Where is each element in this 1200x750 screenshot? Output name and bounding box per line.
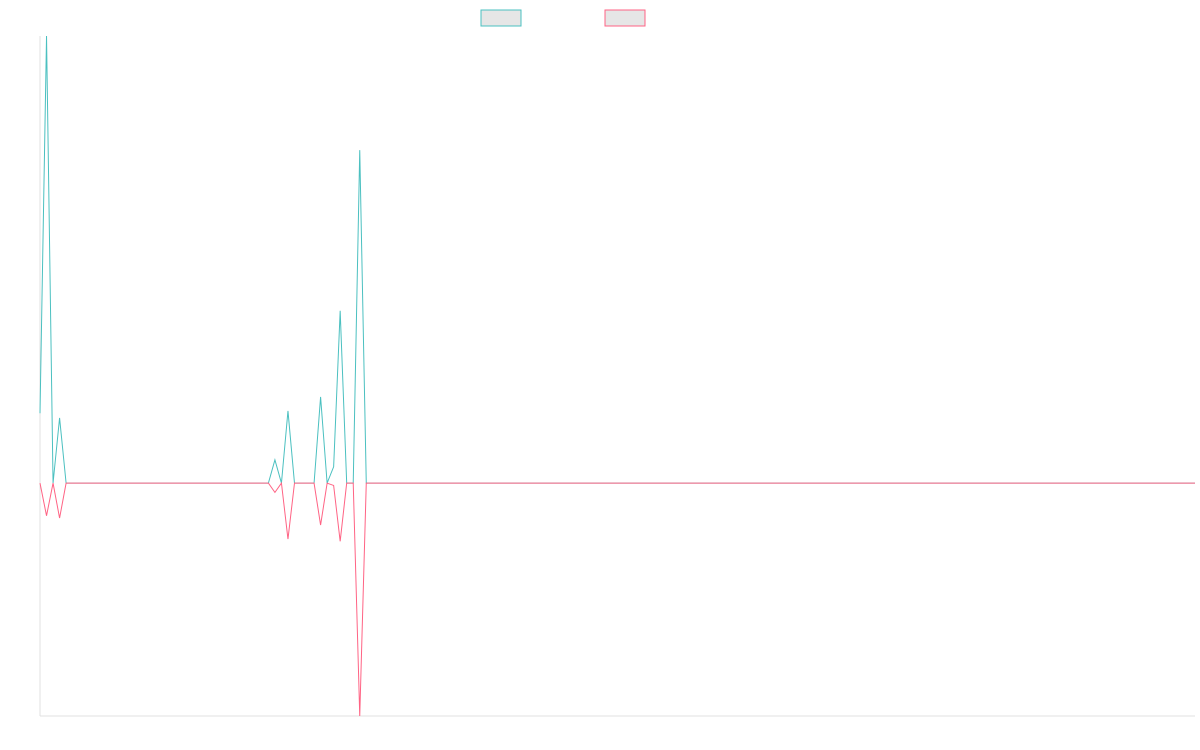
series-group: [39, 35, 1195, 717]
legend-item-2[interactable]: [604, 9, 646, 27]
legend-swatch-1[interactable]: [480, 9, 522, 27]
legend[interactable]: [480, 9, 646, 27]
axes: [39, 36, 1195, 717]
legend-swatch-2[interactable]: [604, 9, 646, 27]
series-line-2: [39, 481, 1195, 717]
series-line-1: [39, 35, 1195, 484]
legend-item-1[interactable]: [480, 9, 522, 27]
